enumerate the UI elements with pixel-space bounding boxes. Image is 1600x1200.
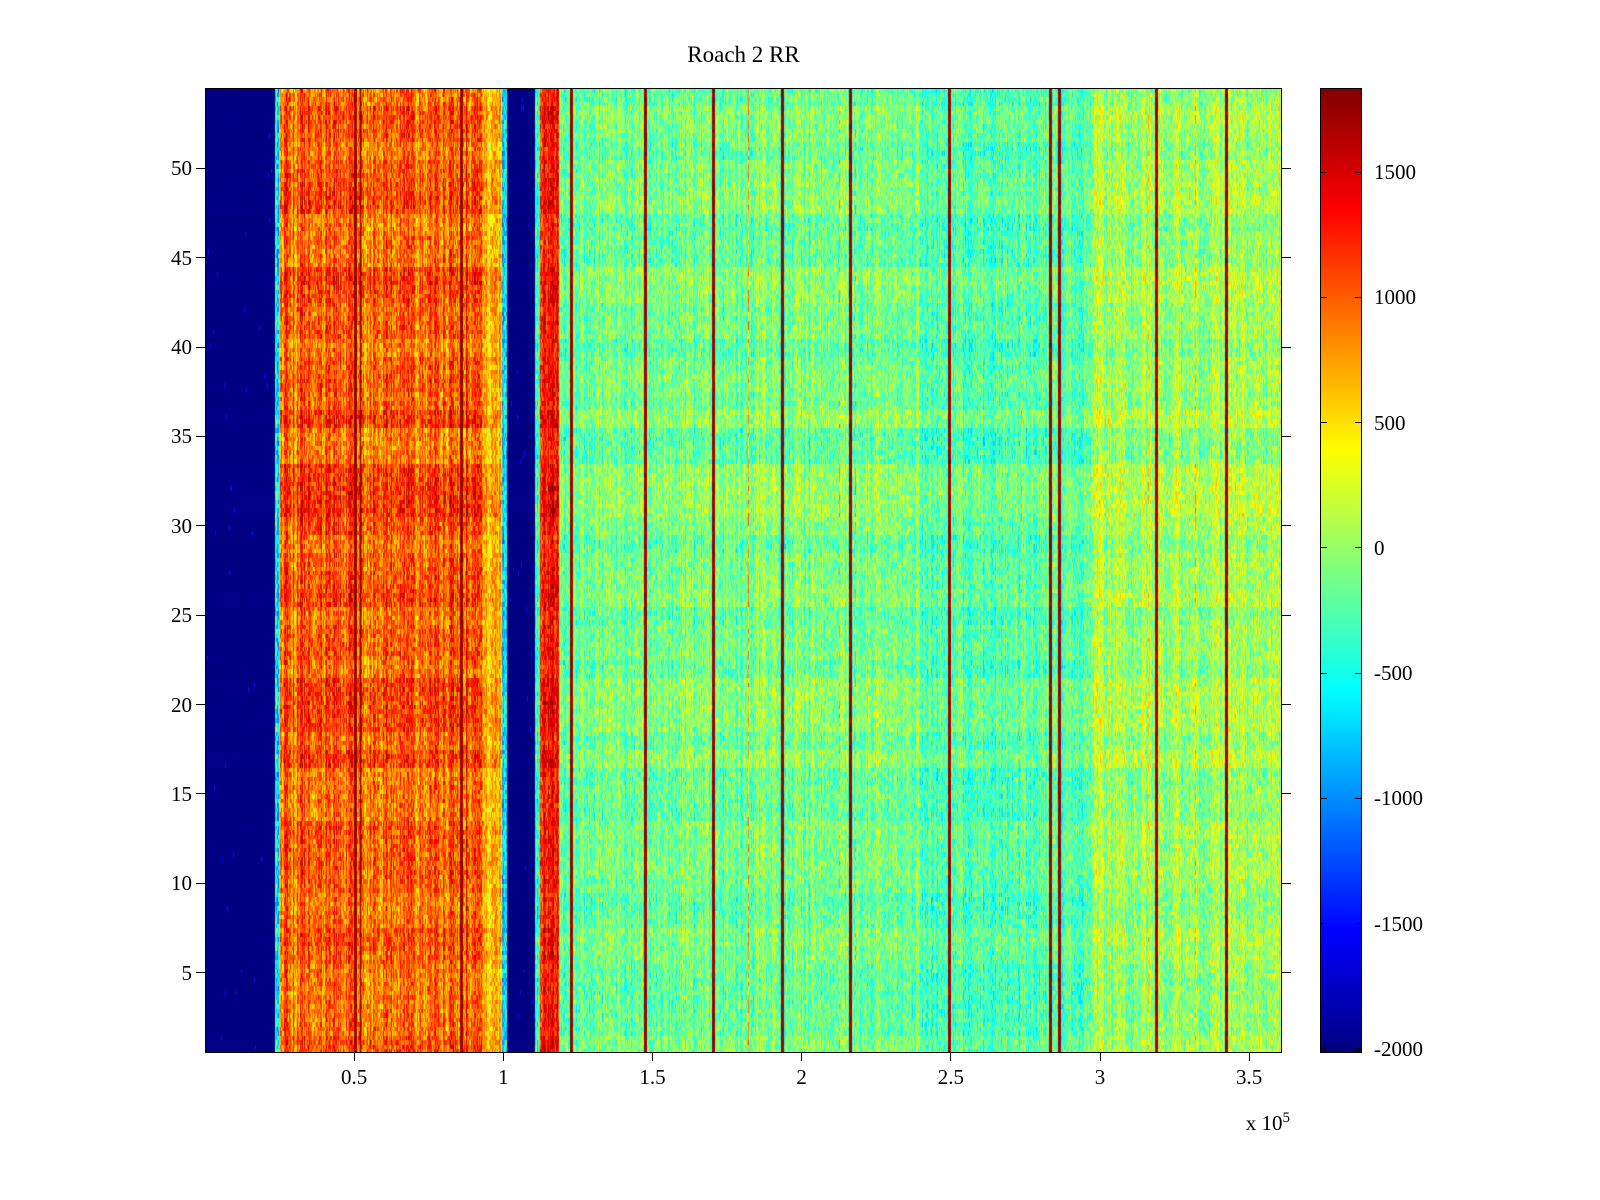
y-tick-label: 25 <box>171 603 192 628</box>
x-tick-mark <box>1248 1053 1250 1061</box>
heatmap-canvas <box>205 88 1282 1053</box>
y-tick-label: 10 <box>171 871 192 896</box>
colorbar-tick-mark-left <box>1321 672 1327 674</box>
chart-title: Roach 2 RR <box>687 42 800 67</box>
x-axis-exponent-power: 5 <box>1282 1110 1291 1126</box>
y-tick-label: 15 <box>171 781 192 806</box>
colorbar-tick-label: 1000 <box>1374 285 1416 310</box>
y-tick-mark <box>196 435 205 437</box>
y-tick-mark-right <box>1282 704 1291 706</box>
x-tick-label: 3 <box>1094 1065 1106 1089</box>
colorbar-tick-mark-left <box>1321 547 1327 549</box>
colorbar-tick-label: -2000 <box>1374 1036 1423 1061</box>
y-tick-mark-right <box>1282 346 1291 348</box>
y-tick-mark <box>196 257 205 259</box>
colorbar-tick-mark-right <box>1355 797 1361 799</box>
y-tick-mark-right <box>1282 525 1291 527</box>
x-tick-label: 1 <box>498 1065 509 1089</box>
colorbar-tick-label: -1500 <box>1374 911 1423 936</box>
colorbar-tick-label: 500 <box>1374 410 1406 435</box>
x-tick-label: 2.5 <box>937 1065 964 1089</box>
y-tick-mark <box>196 525 205 527</box>
colorbar-tick-label: -500 <box>1374 661 1413 686</box>
colorbar-tick-mark-right <box>1355 1048 1361 1050</box>
y-tick-label: 45 <box>171 245 192 270</box>
colorbar-tick-mark-right <box>1355 672 1361 674</box>
x-tick-label: 0.5 <box>341 1065 368 1089</box>
colorbar-tick-label: 0 <box>1374 535 1385 560</box>
colorbar-tick-mark-left <box>1321 171 1327 173</box>
colorbar-tick-mark-right <box>1355 422 1361 424</box>
colorbar-tick-label: -1000 <box>1374 786 1423 811</box>
x-tick-mark <box>502 1053 504 1061</box>
y-tick-mark-right <box>1282 882 1291 884</box>
y-tick-label: 20 <box>171 692 192 717</box>
y-tick-mark <box>196 167 205 169</box>
colorbar-tick-mark-right <box>1355 296 1361 298</box>
x-tick-label: 3.5 <box>1236 1065 1263 1089</box>
y-tick-mark-right <box>1282 257 1291 259</box>
y-tick-label: 50 <box>171 156 192 181</box>
colorbar-tick-mark-left <box>1321 296 1327 298</box>
y-tick-mark-right <box>1282 972 1291 974</box>
colorbar-tick-mark-right <box>1355 171 1361 173</box>
x-tick-mark <box>652 1053 653 1061</box>
y-tick-mark <box>196 346 205 348</box>
y-tick-mark <box>196 704 205 706</box>
colorbar-tick-mark-right <box>1355 923 1361 925</box>
x-tick-label: 2 <box>796 1065 807 1089</box>
x-tick-label: 1.5 <box>639 1065 666 1089</box>
colorbar-tick-mark-left <box>1321 797 1327 799</box>
y-tick-label: 35 <box>171 424 192 449</box>
colorbar-tick-mark-left <box>1321 1048 1327 1050</box>
y-tick-mark <box>196 793 205 795</box>
y-tick-mark-right <box>1282 793 1291 795</box>
colorbar-tick-mark-left <box>1321 923 1327 925</box>
x-tick-mark <box>801 1053 803 1061</box>
x-tick-mark <box>1099 1053 1101 1061</box>
y-tick-mark-right <box>1282 614 1291 616</box>
y-tick-mark-right <box>1282 435 1291 437</box>
x-tick-mark <box>353 1053 355 1061</box>
y-tick-mark <box>196 614 205 616</box>
colorbar-tick-mark-left <box>1321 422 1327 424</box>
x-axis-exponent-prefix: x 10 <box>1245 1111 1283 1135</box>
colorbar-tick-label: 1500 <box>1374 160 1416 185</box>
colorbar-canvas <box>1320 88 1362 1053</box>
x-axis-exponent: x 105 <box>1090 1110 1290 1136</box>
y-tick-mark-right <box>1282 167 1291 169</box>
colorbar-tick-mark-right <box>1355 547 1361 549</box>
y-tick-label: 5 <box>181 960 193 985</box>
y-tick-label: 30 <box>171 513 192 538</box>
y-tick-mark <box>196 882 205 884</box>
y-tick-mark <box>196 972 205 974</box>
y-tick-label: 40 <box>171 335 192 360</box>
x-tick-mark <box>950 1053 952 1061</box>
